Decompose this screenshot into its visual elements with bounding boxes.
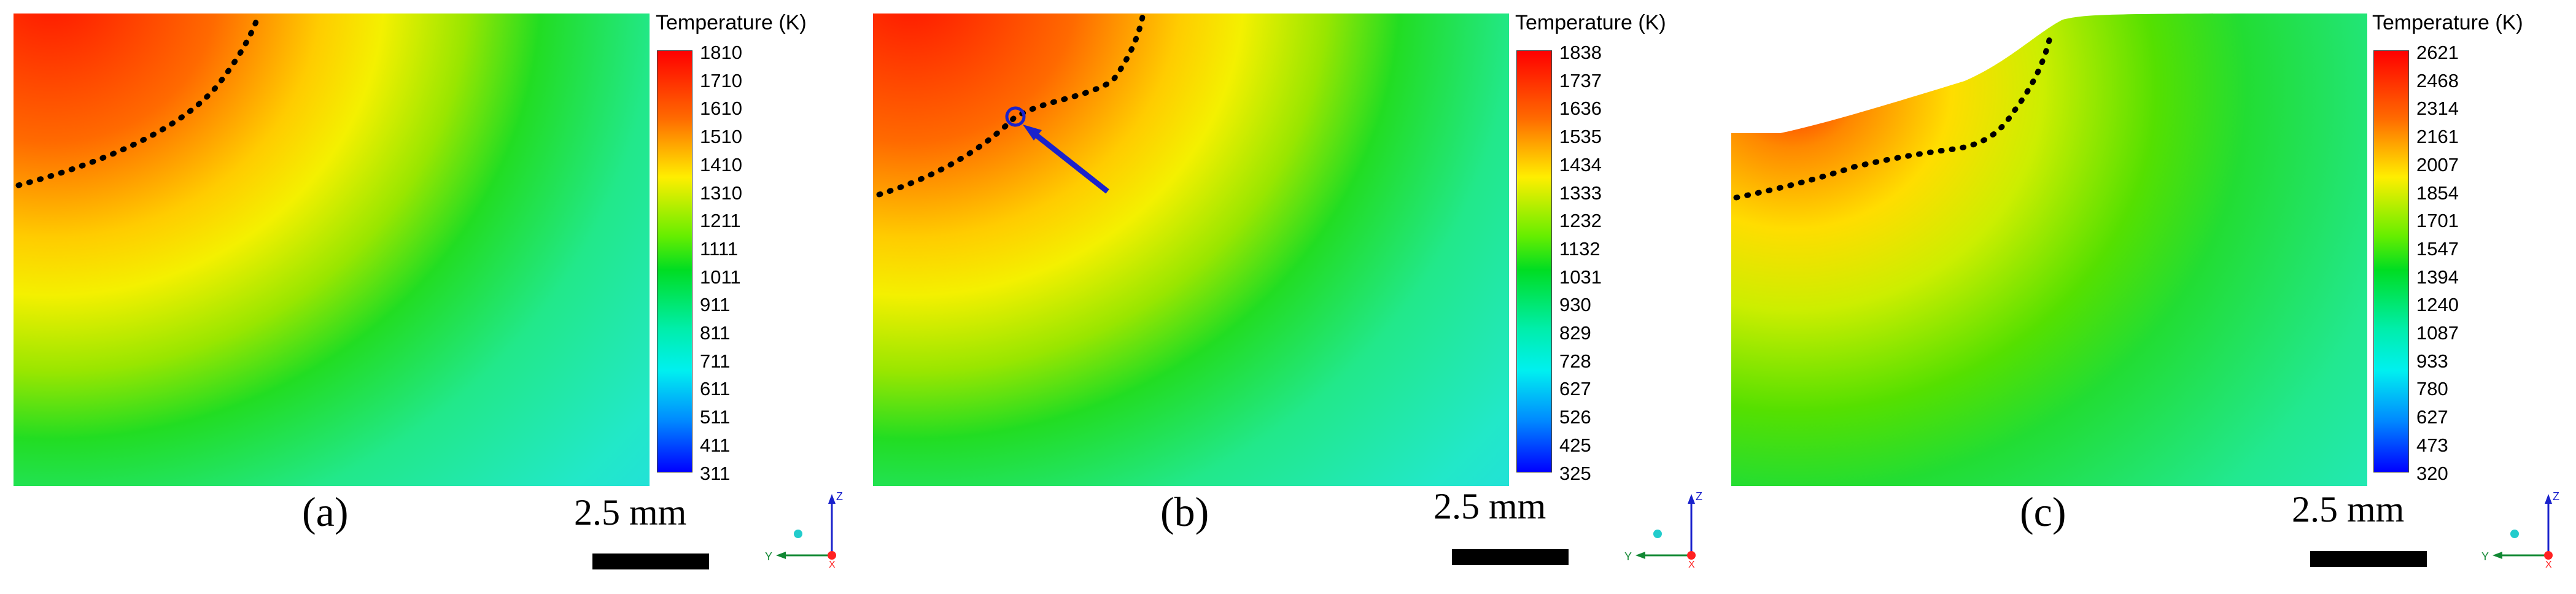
- tick-label: 627: [2416, 406, 2448, 428]
- panel-label-c: (c): [2020, 488, 2066, 535]
- tick-label: 711: [700, 350, 731, 372]
- tick-label: 1132: [1559, 237, 1600, 260]
- axis-y-label: Y: [765, 550, 772, 563]
- tick-label: 311: [700, 462, 731, 484]
- scale-label-a: 2.5 mm: [574, 492, 687, 533]
- tick-label: 1087: [2416, 322, 2459, 344]
- tick-label: 411: [700, 434, 731, 456]
- axis-y-label: Y: [1624, 550, 1632, 563]
- tick-label: 511: [700, 406, 731, 428]
- tick-label: 2007: [2416, 153, 2459, 176]
- tick-label: 2468: [2416, 69, 2459, 91]
- tick-label: 1547: [2416, 237, 2459, 260]
- tick-label: 325: [1559, 462, 1591, 484]
- scale-bar-a: [592, 554, 709, 569]
- tick-label: 1710: [700, 69, 742, 91]
- axis-z-label: Z: [1696, 490, 1702, 503]
- axis-x-label: X: [829, 560, 836, 568]
- tick-label: 627: [1559, 378, 1591, 400]
- temperature-field-c: [1731, 14, 2367, 486]
- tick-label: 1410: [700, 153, 742, 176]
- tick-label: 780: [2416, 378, 2448, 400]
- scale-bar-c: [2310, 551, 2427, 567]
- tick-label: 1211: [700, 210, 741, 232]
- tick-label: 1240: [2416, 294, 2459, 316]
- colorbar-b: [1516, 50, 1552, 472]
- tick-label: 1031: [1559, 266, 1602, 288]
- tick-label: 2621: [2416, 42, 2459, 63]
- tick-label: 728: [1559, 350, 1591, 372]
- scale-label-c: 2.5 mm: [2292, 489, 2405, 530]
- coordinate-triad-b: Z Y X: [1624, 490, 1702, 568]
- colorbar-c: [2373, 50, 2409, 472]
- axis-y-label: Y: [2481, 550, 2489, 563]
- tick-label: 1854: [2416, 182, 2459, 204]
- tick-label: 933: [2416, 350, 2448, 372]
- tick-label: 1701: [2416, 210, 2459, 232]
- temperature-field-a: [14, 14, 650, 486]
- coordinate-triad-c: Z Y X: [2481, 490, 2559, 568]
- highlight-circle: [1005, 106, 1026, 127]
- tick-label: 811: [700, 322, 731, 344]
- tick-label: 2314: [2416, 98, 2459, 120]
- panel-label-a: (a): [302, 488, 349, 535]
- tick-label: 1394: [2416, 266, 2459, 288]
- tick-label: 1510: [700, 126, 742, 148]
- scale-label-b: 2.5 mm: [1433, 486, 1546, 526]
- isotherm-line-b: [876, 14, 1146, 198]
- tick-label: 1838: [1559, 42, 1602, 63]
- tick-label: 1232: [1559, 210, 1602, 232]
- tick-label: 1535: [1559, 126, 1602, 148]
- axis-z-label: Z: [2553, 490, 2559, 503]
- tick-label: 1011: [700, 266, 741, 288]
- tick-label: 1434: [1559, 153, 1602, 176]
- tick-label: 930: [1559, 294, 1591, 316]
- tick-label: 1636: [1559, 98, 1602, 120]
- colorbar-a: [657, 50, 692, 472]
- scale-bar-b: [1452, 549, 1569, 565]
- tick-label: 1810: [700, 42, 742, 63]
- tick-label: 473: [2416, 434, 2448, 456]
- tick-label: 1310: [700, 182, 742, 204]
- tick-label: 1333: [1559, 182, 1602, 204]
- pointer-arrow: [1030, 129, 1109, 194]
- tick-label: 1737: [1559, 69, 1602, 91]
- tick-label: 829: [1559, 322, 1591, 344]
- colorbar-title-a: Temperature (K): [656, 11, 807, 34]
- tick-label: 911: [700, 294, 731, 316]
- tick-label: 1111: [700, 237, 739, 260]
- axis-z-label: Z: [836, 490, 843, 503]
- colorbar-title-c: Temperature (K): [2372, 11, 2523, 34]
- panel-c: Temperature (K) 2621 2468 2314 2161 2007…: [1718, 0, 2576, 594]
- isotherm-line-a: [15, 14, 262, 188]
- axis-x-label: X: [1688, 560, 1695, 568]
- panel-a: Temperature (K) 1810 1710 1610 1510 1410…: [0, 0, 858, 594]
- panel-label-b: (b): [1160, 488, 1209, 535]
- colorbar-title-b: Temperature (K): [1515, 11, 1666, 34]
- tick-label: 2161: [2416, 126, 2459, 148]
- temperature-field-b: [873, 14, 1509, 486]
- coordinate-triad-a: Z Y X: [765, 490, 843, 568]
- isotherm-line-c: [1733, 32, 2054, 201]
- tick-label: 425: [1559, 434, 1591, 456]
- tick-label: 320: [2416, 462, 2448, 484]
- tick-label: 526: [1559, 406, 1591, 428]
- axis-x-label: X: [2545, 560, 2552, 568]
- tick-label: 611: [700, 378, 731, 400]
- tick-label: 1610: [700, 98, 742, 120]
- panel-b: Temperature (K) 1838 1737 1636 1535 1434…: [859, 0, 1718, 594]
